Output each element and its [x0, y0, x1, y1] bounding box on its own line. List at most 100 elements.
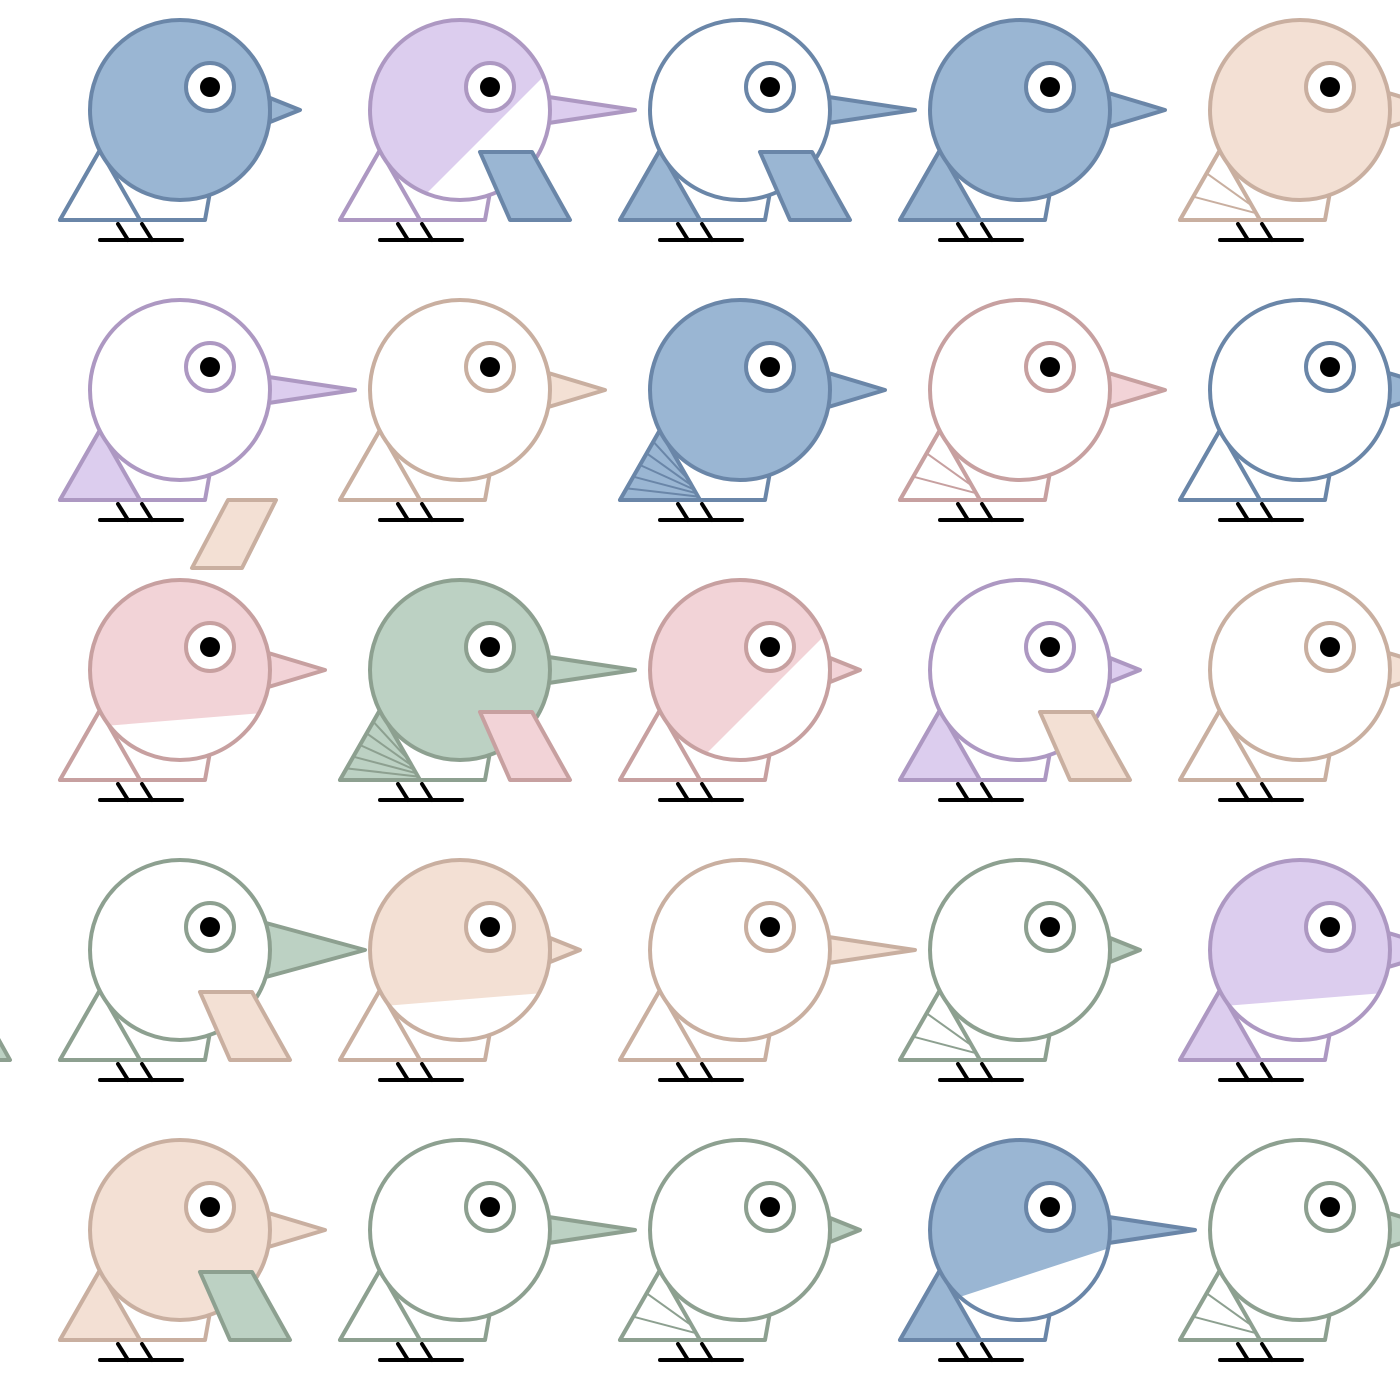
bird-body-patch	[650, 580, 830, 760]
bird-body-outline	[88, 1138, 272, 1322]
bird-wing-line	[926, 452, 974, 488]
bird-wing	[898, 1268, 982, 1342]
bird-legs	[658, 222, 744, 242]
bird-body-outline	[88, 18, 272, 202]
bird-leg	[420, 782, 434, 802]
bird-leg	[956, 782, 970, 802]
bird-leg	[420, 502, 434, 522]
bird-wing-line	[913, 475, 977, 495]
bird-leg	[1236, 1342, 1250, 1362]
bird-leg	[700, 502, 714, 522]
bird-body-outline	[648, 578, 832, 762]
bird-pupil	[760, 917, 780, 937]
bird	[1038, 578, 1400, 802]
bird-pupil	[200, 637, 220, 657]
bird-beak	[820, 934, 917, 966]
bird-body	[90, 20, 270, 200]
bird-legs	[1218, 1062, 1304, 1082]
bird-beak	[540, 654, 637, 686]
bird	[898, 298, 1167, 522]
bird-body	[930, 20, 1110, 200]
bird-wing-line	[646, 452, 694, 488]
bird-leg	[1260, 222, 1274, 242]
bird-wing	[1178, 428, 1262, 502]
bird-tail	[0, 1038, 12, 1062]
bird-pupil	[760, 357, 780, 377]
bird-leg	[1236, 502, 1250, 522]
bird-wing	[898, 428, 982, 502]
bird-pupil	[480, 637, 500, 657]
bird-body	[1210, 1140, 1390, 1320]
bird-wing-line	[633, 475, 697, 495]
bird-wing-line	[353, 755, 417, 775]
bird-beak	[540, 1214, 637, 1246]
bird-leg	[140, 1062, 154, 1082]
bird-leg	[140, 1342, 154, 1362]
bird-pupil	[200, 917, 220, 937]
bird-legs	[1218, 222, 1304, 242]
bird	[898, 858, 1142, 1082]
bird-body-outline	[928, 298, 1112, 482]
bird-wing-line	[646, 1292, 694, 1328]
bird	[198, 1138, 637, 1362]
bird-leg	[980, 1342, 994, 1362]
bird-leg	[116, 222, 130, 242]
bird-legs	[658, 502, 744, 522]
bird	[898, 1138, 1197, 1362]
bird-pupil	[1320, 917, 1340, 937]
bird-leg	[140, 222, 154, 242]
bird-leg	[420, 1342, 434, 1362]
bird-beak	[828, 656, 862, 684]
bird-beak	[823, 370, 887, 410]
bird-beak	[263, 650, 327, 690]
bird-beak	[1100, 1214, 1197, 1246]
bird-beak	[268, 96, 302, 124]
bird-legs	[1218, 782, 1304, 802]
bird-legs	[98, 222, 184, 242]
bird-legs	[938, 502, 1024, 522]
bird-pupil	[480, 917, 500, 937]
bird-body	[650, 300, 830, 480]
bird-leg	[1260, 502, 1274, 522]
bird-leg	[956, 1062, 970, 1082]
bird-body-outline	[368, 18, 552, 202]
bird-legs	[98, 782, 184, 802]
bird-beak	[1103, 370, 1167, 410]
bird	[338, 578, 637, 802]
bird-leg	[676, 1062, 690, 1082]
bird-leg	[700, 1062, 714, 1082]
bird	[1178, 858, 1400, 1082]
bird-pupil	[1040, 637, 1060, 657]
bird-body	[1210, 20, 1390, 200]
bird-pupil	[1040, 917, 1060, 937]
bird-leg	[1260, 1062, 1274, 1082]
bird-leg	[140, 782, 154, 802]
bird-leg	[420, 222, 434, 242]
bird-body-outline	[368, 298, 552, 482]
bird-leg	[396, 782, 410, 802]
bird-leg	[980, 502, 994, 522]
bird	[190, 298, 607, 570]
bird-wing-line	[359, 744, 416, 771]
bird-legs	[1218, 502, 1304, 522]
bird-pupil	[480, 1197, 500, 1217]
bird	[618, 298, 887, 522]
bird-body	[1210, 300, 1390, 480]
bird-pupil	[200, 357, 220, 377]
bird-legs	[378, 782, 464, 802]
bird-leg	[116, 502, 130, 522]
bird-body-outline	[88, 298, 272, 482]
bird	[58, 298, 357, 522]
bird-body	[930, 300, 1110, 480]
bird-leg	[676, 502, 690, 522]
bird-tail	[190, 498, 278, 570]
bird-wing-line	[1193, 195, 1257, 215]
bird-body-outline	[368, 858, 552, 1042]
bird-wing	[338, 1268, 422, 1342]
bird-legs	[378, 1342, 464, 1362]
bird-body-outline	[88, 858, 272, 1042]
bird-wing	[338, 988, 422, 1062]
bird-body-outline	[648, 18, 832, 202]
bird-body-outline	[648, 298, 832, 482]
